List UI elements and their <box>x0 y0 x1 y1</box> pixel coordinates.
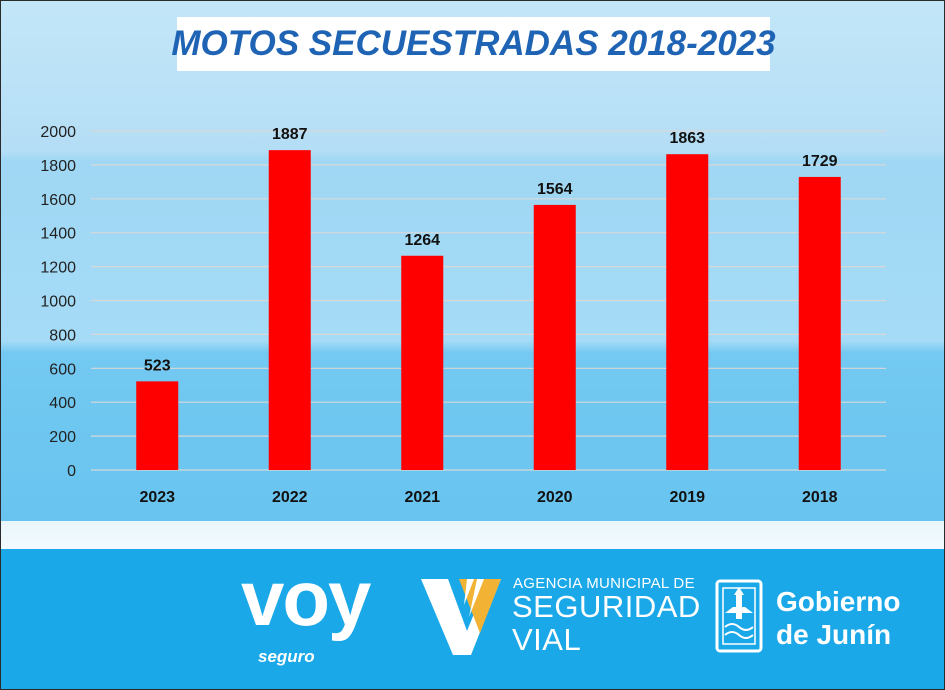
agency-logo-line3: VIAL <box>512 622 582 657</box>
bar-2020 <box>533 204 576 471</box>
y-tick-label: 1600 <box>40 192 76 209</box>
gridlines <box>91 130 886 471</box>
x-axis-ticks: 2023 2022 2021 2020 2019 2018 <box>139 489 837 506</box>
y-tick-label: 1200 <box>40 260 76 277</box>
y-tick-label: 0 <box>67 463 76 480</box>
title-box: MOTOS SECUESTRADAS 2018-2023 <box>171 17 776 71</box>
y-tick-label: 1000 <box>40 294 76 311</box>
bar-2022 <box>268 150 311 470</box>
data-label-2023: 523 <box>144 357 171 374</box>
data-label-2020: 1564 <box>537 181 573 198</box>
voy-logo-word: voy <box>241 554 371 642</box>
data-label-2019: 1863 <box>669 130 705 147</box>
bars <box>136 150 841 471</box>
y-tick-label: 400 <box>49 395 76 412</box>
y-tick-label: 200 <box>49 429 76 446</box>
x-tick-label-2018: 2018 <box>802 489 838 506</box>
voy-logo-subtitle: seguro <box>258 647 315 666</box>
y-axis-ticks: 0 200 400 600 800 1000 1200 1400 1600 1800 2000 <box>40 124 76 480</box>
bar-chart: 0 200 400 600 800 1000 1200 1400 1600 1800 2000 52… <box>40 124 886 506</box>
x-tick-label-2021: 2021 <box>404 489 440 506</box>
agency-logo-line1: AGENCIA MUNICIPAL DE <box>513 575 695 592</box>
x-tick-label-2019: 2019 <box>669 489 705 506</box>
gobierno-logo-line1: Gobierno <box>776 586 901 617</box>
y-tick-label: 1800 <box>40 158 76 175</box>
y-tick-label: 600 <box>49 361 76 378</box>
x-tick-label-2023: 2023 <box>139 489 175 506</box>
data-labels: 523 1887 1264 1564 1863 1729 <box>144 126 838 374</box>
x-tick-label-2022: 2022 <box>272 489 308 506</box>
bar-2021 <box>401 255 444 470</box>
y-tick-label: 800 <box>49 327 76 344</box>
y-tick-label: 2000 <box>40 124 76 141</box>
y-tick-label: 1400 <box>40 226 76 243</box>
bar-2019 <box>666 154 709 470</box>
bar-2023 <box>136 381 179 470</box>
chart-title: MOTOS SECUESTRADAS 2018-2023 <box>171 24 776 63</box>
bar-2018 <box>798 176 841 470</box>
data-label-2022: 1887 <box>272 126 308 143</box>
data-label-2021: 1264 <box>404 232 440 249</box>
gobierno-logo-line2: de Junín <box>776 619 892 650</box>
x-tick-label-2020: 2020 <box>537 489 573 506</box>
agency-logo-line2: SEGURIDAD <box>512 589 701 624</box>
data-label-2018: 1729 <box>802 153 838 170</box>
